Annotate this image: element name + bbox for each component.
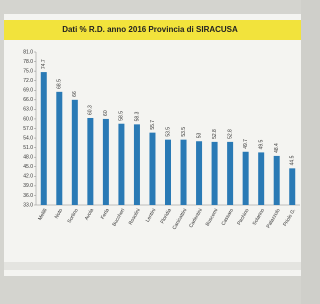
value-label: 48.4 bbox=[274, 143, 280, 153]
chart-title: Dati % R.D. anno 2016 Provincia di SIRAC… bbox=[62, 25, 238, 34]
bar bbox=[181, 140, 187, 205]
chart: Dati % R.D. anno 2016 Provincia di SIRAC… bbox=[0, 0, 301, 304]
value-label: 60 bbox=[103, 110, 109, 116]
y-tick-label: 81.0 bbox=[23, 49, 33, 55]
bar bbox=[41, 72, 47, 205]
page: Dati % R.D. anno 2016 Provincia di SIRAC… bbox=[0, 0, 320, 304]
y-tick-label: 39.0 bbox=[23, 183, 33, 189]
value-label: 66 bbox=[72, 91, 78, 97]
value-label: 74.7 bbox=[41, 59, 47, 69]
y-tick-label: 69.0 bbox=[23, 88, 33, 94]
bar bbox=[149, 133, 155, 205]
bar bbox=[258, 152, 264, 205]
y-tick-label: 42.0 bbox=[23, 174, 33, 180]
value-label: 58.5 bbox=[119, 111, 125, 121]
value-label: 53.5 bbox=[165, 127, 171, 137]
value-label: 58.3 bbox=[134, 111, 140, 121]
bar bbox=[87, 118, 93, 205]
bar bbox=[196, 141, 202, 205]
bar bbox=[212, 142, 218, 205]
y-tick-label: 66.0 bbox=[23, 97, 33, 103]
value-label: 44.5 bbox=[290, 155, 296, 165]
value-label: 53.5 bbox=[181, 127, 187, 137]
bar bbox=[243, 152, 249, 205]
value-label: 55.7 bbox=[150, 120, 156, 130]
y-tick-label: 36.0 bbox=[23, 193, 33, 199]
y-tick-label: 57.0 bbox=[23, 126, 33, 132]
value-label: 68.5 bbox=[57, 79, 63, 89]
y-tick-label: 33.0 bbox=[23, 202, 33, 208]
bar bbox=[72, 100, 78, 205]
value-label: 49.7 bbox=[243, 139, 249, 149]
bar bbox=[103, 119, 109, 205]
bar bbox=[289, 168, 295, 205]
bar bbox=[165, 140, 171, 205]
bar bbox=[227, 142, 233, 205]
bar bbox=[274, 156, 280, 205]
y-tick-label: 60.0 bbox=[23, 116, 33, 122]
bar bbox=[56, 92, 62, 205]
value-label: 60.3 bbox=[88, 105, 94, 115]
y-tick-label: 78.0 bbox=[23, 59, 33, 65]
y-tick-label: 51.0 bbox=[23, 145, 33, 151]
y-tick-label: 48.0 bbox=[23, 155, 33, 161]
value-label: 52.8 bbox=[212, 129, 218, 139]
footer-strip bbox=[4, 262, 301, 270]
value-label: 52.8 bbox=[227, 129, 233, 139]
bar bbox=[118, 124, 124, 205]
y-tick-label: 45.0 bbox=[23, 164, 33, 170]
value-label: 53 bbox=[196, 132, 202, 138]
bar bbox=[134, 124, 140, 205]
y-tick-label: 63.0 bbox=[23, 107, 33, 113]
y-tick-label: 54.0 bbox=[23, 135, 33, 141]
y-tick-label: 75.0 bbox=[23, 68, 33, 74]
y-tick-label: 72.0 bbox=[23, 78, 33, 84]
value-label: 49.5 bbox=[259, 139, 265, 149]
